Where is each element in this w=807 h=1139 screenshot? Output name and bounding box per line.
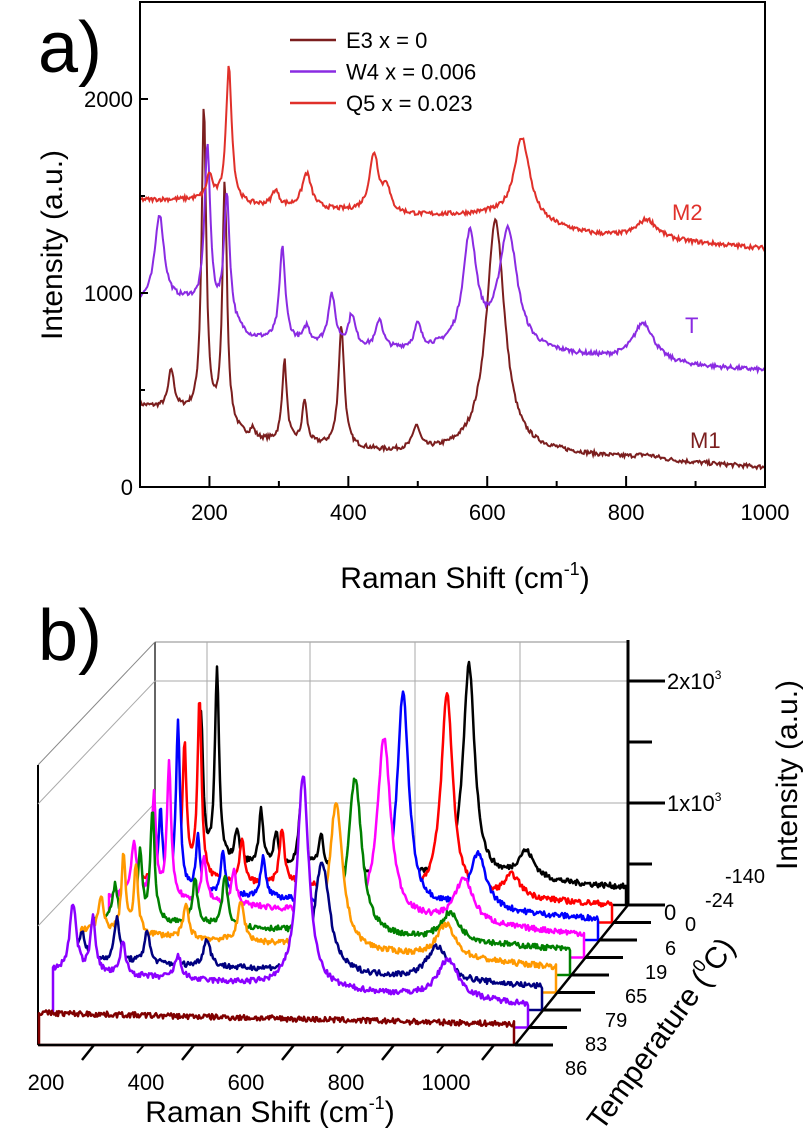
panel-b-series — [37, 660, 628, 1047]
legend-entry: Q5 x = 0.023 — [346, 91, 473, 116]
temperature-label: 83 — [585, 1034, 607, 1056]
x-minor-tick-b — [136, 1044, 145, 1054]
panel-a-series — [139, 65, 766, 471]
x-tick-label-b: 400 — [128, 1070, 165, 1095]
x-tick-label: 600 — [469, 500, 506, 525]
series-line-2 — [140, 65, 766, 253]
legend: E3 x = 0 M1 W4 x = 0.006 T Q5 x = 0.023 M2 — [290, 28, 721, 453]
y-axis-label: Intensity (a.u.) — [36, 150, 69, 340]
left-gridline — [37, 802, 156, 927]
x-tick-b — [281, 1044, 295, 1061]
temperature-label: 0 — [685, 914, 696, 936]
x-axis-label-text: Raman Shift (cm — [340, 562, 563, 595]
phase-label: M1 — [690, 428, 721, 453]
x-axis-label-b-end: ) — [385, 1096, 395, 1129]
x-tick-b — [481, 1044, 495, 1061]
x-tick-label: 800 — [608, 500, 645, 525]
temperature-label: 19 — [645, 962, 667, 984]
temperature-label: 6 — [665, 938, 676, 960]
waterfall-series-86 — [37, 1009, 516, 1047]
temperature-label: 86 — [565, 1058, 587, 1080]
x-tick-label-b: 200 — [28, 1070, 65, 1095]
x-axis-label-sup: -1 — [564, 559, 580, 579]
temperature-label: -24 — [705, 890, 734, 912]
x-tick-label-b: 800 — [328, 1070, 365, 1095]
x-tick-label: 200 — [191, 500, 228, 525]
x-minor-tick-b — [436, 1044, 445, 1054]
x-tick-b — [81, 1044, 95, 1061]
x-minor-tick-b — [336, 1044, 345, 1054]
series-line-1 — [139, 143, 766, 375]
temperature-label: -140 — [725, 866, 765, 888]
tick-base: 2x10 — [667, 669, 715, 694]
left-gridline — [37, 680, 156, 805]
tick-base: 0 — [664, 900, 676, 925]
panel-a-label: a) — [38, 8, 102, 88]
y-tick-label: 1000 — [84, 281, 133, 306]
y-tick-label: 2000 — [84, 87, 133, 112]
intensity-tick-label: 2x103 — [667, 668, 722, 694]
x-axis-label-b: Raman Shift (cm-1) — [145, 1093, 394, 1129]
panel-a-frame — [139, 1, 766, 488]
x-minor-tick-b — [236, 1044, 245, 1054]
y-axis-label-b: Intensity (a.u.) — [771, 680, 804, 870]
panel-b: b) 200 400 600 800 1000868379651960-24-14001… — [28, 596, 804, 1136]
phase-label: M2 — [672, 200, 703, 225]
legend-entry: E3 x = 0 — [346, 28, 427, 53]
x-tick-b — [181, 1044, 195, 1061]
intensity-tick-label: 1x103 — [667, 790, 722, 816]
left-wall-top — [37, 641, 156, 766]
panel-b-ticks: 200 400 600 800 1000868379651960-24-14001x10… — [28, 640, 765, 1095]
series-line-0 — [139, 108, 766, 471]
intensity-tick-label: 0 — [664, 900, 676, 925]
temperature-label: 79 — [605, 1010, 627, 1032]
x-tick-label-b: 1000 — [422, 1070, 471, 1095]
x-tick-b — [381, 1044, 395, 1061]
tick-base: 1x10 — [667, 791, 715, 816]
phase-label: T — [685, 313, 698, 338]
x-axis-label-b-sup: -1 — [369, 1093, 385, 1113]
tick-exponent: 3 — [715, 790, 722, 804]
legend-entry: W4 x = 0.006 — [346, 60, 476, 85]
x-axis-label-end: ) — [580, 562, 590, 595]
panel-b-label: b) — [38, 596, 102, 676]
x-axis-label-b-text: Raman Shift (cm — [145, 1096, 368, 1129]
x-tick-label: 400 — [330, 500, 367, 525]
x-tick-label-b: 600 — [228, 1070, 265, 1095]
x-axis-label: Raman Shift (cm-1) — [340, 559, 589, 595]
waterfall-series-83 — [51, 775, 530, 1029]
panel-a-ticks: 200 400 600 800 1000 0 1000 2000 — [84, 87, 789, 525]
temperature-label: 65 — [625, 986, 647, 1008]
y-tick-label: 0 — [121, 475, 133, 500]
x-tick-label: 1000 — [741, 500, 790, 525]
panel-a: a) 200 400 600 800 1000 0 1000 2000 E3 x = 0 M1 W… — [36, 1, 789, 595]
tick-exponent: 3 — [715, 668, 722, 682]
